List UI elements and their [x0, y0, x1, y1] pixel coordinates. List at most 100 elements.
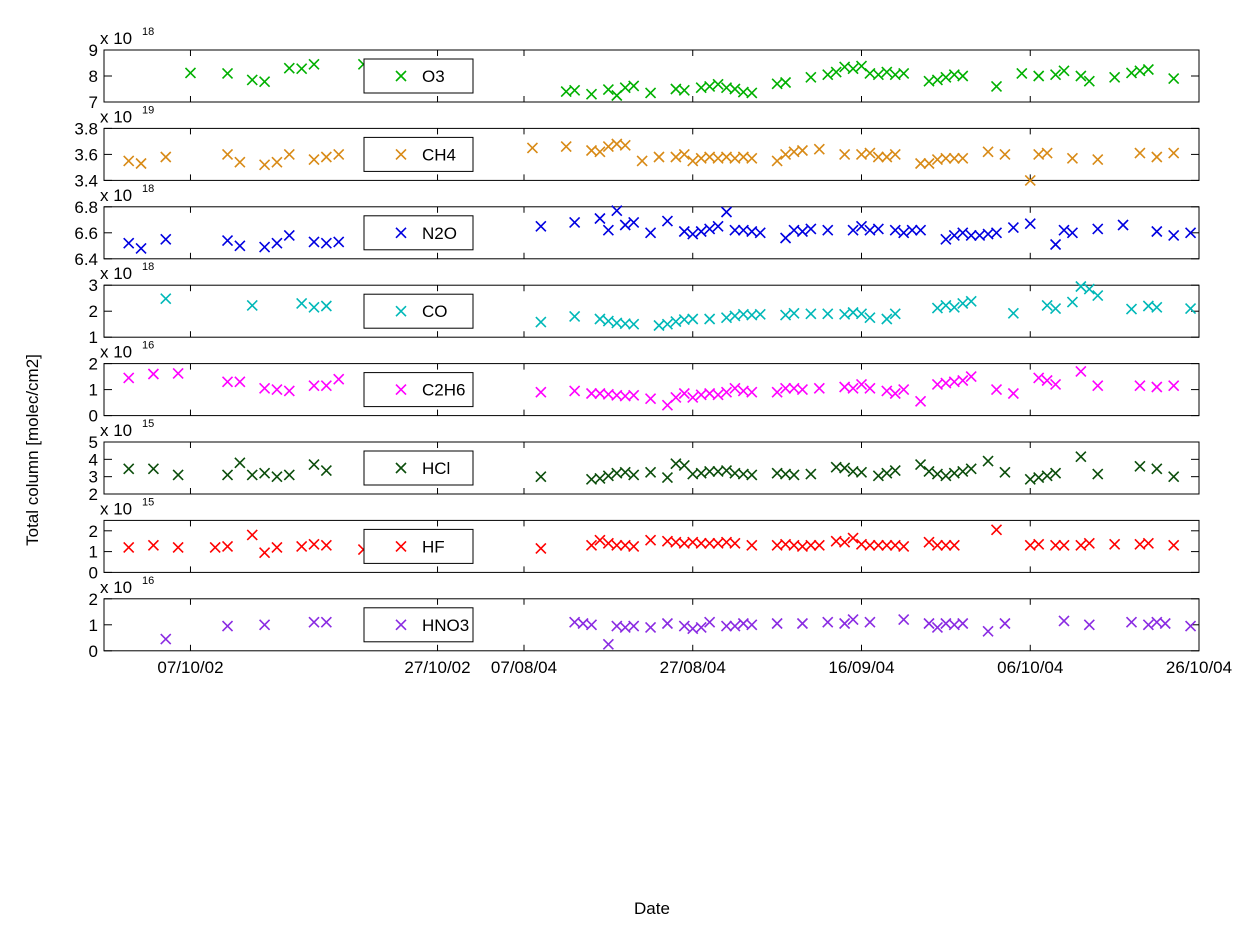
exponent-label: x 10	[100, 499, 132, 518]
x-tick-label: 07/10/02	[157, 658, 223, 677]
data-point	[889, 387, 901, 400]
data-point	[221, 67, 234, 79]
data-point	[957, 70, 969, 82]
data-point	[805, 71, 817, 83]
data-point	[678, 84, 690, 96]
data-point	[889, 148, 901, 160]
data-point	[779, 382, 792, 394]
data-point	[296, 63, 308, 75]
y-tick-label: 6.6	[74, 224, 98, 243]
data-point	[271, 541, 283, 554]
data-point	[805, 539, 817, 551]
data-point	[308, 538, 320, 550]
data-point	[990, 524, 1003, 536]
data-point	[271, 156, 283, 168]
legend-label: HCl	[422, 459, 450, 478]
data-point	[644, 621, 657, 633]
data-point	[982, 146, 994, 158]
data-point	[948, 467, 960, 479]
data-point	[1033, 538, 1045, 550]
data-point	[308, 236, 320, 248]
data-point	[957, 297, 969, 309]
data-point	[644, 466, 657, 478]
y-tick-label: 1	[89, 381, 98, 400]
data-point	[931, 468, 944, 480]
y-tick-label: 6.4	[74, 250, 98, 269]
data-point	[221, 469, 234, 481]
data-point	[872, 151, 884, 163]
data-point	[940, 470, 952, 482]
data-point	[889, 224, 901, 236]
data-point	[779, 309, 792, 321]
exponent-label: x 10	[100, 186, 132, 205]
data-point	[931, 621, 944, 633]
data-point	[1083, 283, 1095, 295]
y-tick-label: 0	[89, 642, 98, 661]
panel-c2h6: 0 1 2x 10 16 C2H6	[89, 340, 1200, 426]
data-point	[320, 616, 332, 628]
y-tick-label: 3	[89, 276, 98, 295]
data-point	[619, 219, 631, 231]
panel-hno3: 0 1 2x 10 16 HNO3 07/10/02 27/10/02 07/08/04 27/…	[89, 575, 1233, 677]
data-point	[1049, 467, 1062, 479]
data-point	[1092, 290, 1104, 302]
data-point	[729, 382, 741, 394]
data-point	[661, 318, 674, 330]
data-point	[1142, 63, 1154, 76]
data-point	[746, 619, 758, 631]
data-point	[569, 310, 581, 322]
exponent-label: x 10	[100, 343, 132, 362]
data-point	[914, 157, 927, 170]
data-point	[320, 539, 332, 551]
x-tick-label: 06/10/04	[997, 658, 1063, 677]
data-point	[172, 469, 184, 481]
panel-hf: 01 2x 10 15 HF	[89, 496, 1200, 582]
data-point	[602, 224, 614, 236]
legend-label: C2H6	[422, 381, 465, 400]
data-point	[1083, 619, 1095, 631]
data-point	[535, 542, 547, 555]
legend-box	[363, 293, 474, 329]
panel-frame	[103, 284, 1200, 338]
data-point	[796, 225, 809, 238]
data-point	[1049, 378, 1062, 390]
data-point	[535, 316, 547, 328]
data-point	[898, 540, 910, 552]
data-point	[872, 69, 884, 81]
exponent-label: x 10	[100, 578, 132, 597]
data-point	[619, 82, 631, 94]
data-point	[881, 66, 893, 78]
data-point	[864, 539, 876, 551]
data-point	[602, 141, 614, 153]
data-point	[296, 540, 308, 552]
data-point	[308, 154, 320, 166]
data-point	[619, 139, 631, 151]
legend-marker	[395, 227, 407, 239]
panel-frame	[103, 598, 1200, 652]
data-point	[619, 318, 631, 330]
data-point	[1033, 471, 1045, 484]
data-point	[160, 633, 172, 645]
data-point	[628, 216, 640, 228]
data-point	[931, 74, 944, 86]
data-point	[644, 87, 657, 99]
data-point	[661, 215, 674, 227]
data-point	[560, 141, 572, 153]
legend-box	[363, 215, 474, 251]
data-point	[1041, 299, 1053, 312]
data-point	[320, 465, 332, 477]
data-point	[628, 469, 640, 481]
data-point	[872, 470, 884, 482]
data-point	[695, 225, 707, 238]
data-point	[729, 224, 741, 236]
data-point	[704, 465, 716, 478]
data-point	[687, 391, 699, 403]
data-point	[822, 69, 834, 81]
data-point	[1151, 151, 1163, 163]
y-tick-label: 3.4	[74, 171, 98, 190]
data-point	[234, 376, 246, 388]
data-point	[948, 539, 960, 551]
data-point	[855, 466, 868, 478]
data-point	[847, 614, 859, 626]
panel-o3: 7 8 9x 10 18 O3	[89, 26, 1200, 112]
